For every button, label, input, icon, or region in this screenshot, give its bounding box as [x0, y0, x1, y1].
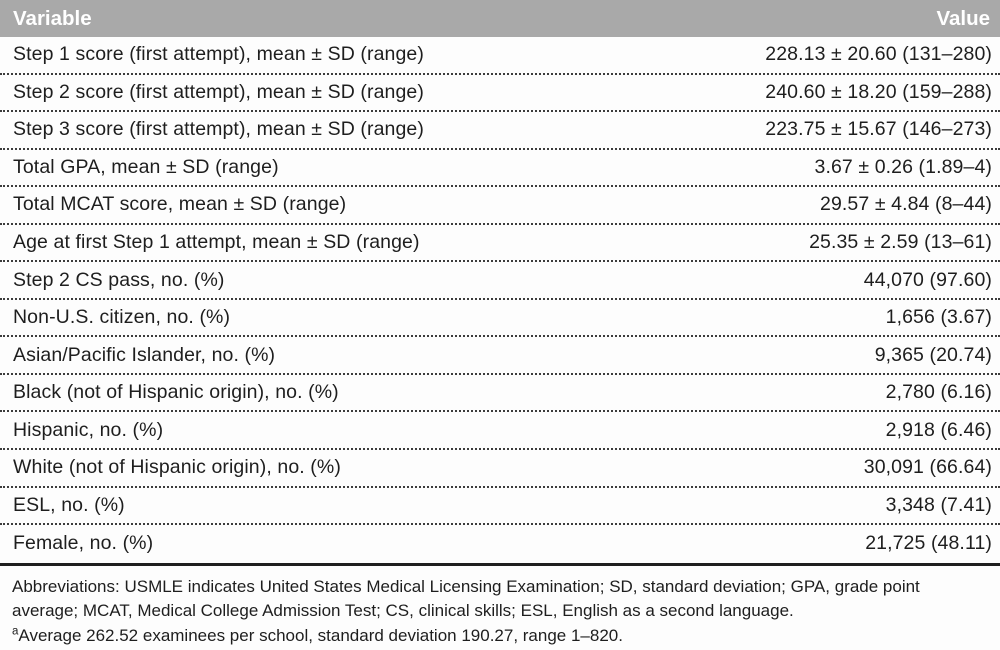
value-cell: 3.67 ± 0.26 (1.89–4) [814, 155, 992, 178]
table-body: Step 1 score (first attempt), mean ± SD … [0, 37, 1000, 566]
value-cell: 223.75 ± 15.67 (146–273) [765, 118, 992, 141]
value-cell: 25.35 ± 2.59 (13–61) [809, 231, 992, 253]
table-header: Variable Value [0, 0, 1000, 37]
value-cell: 228.13 ± 20.60 (131–280) [765, 43, 992, 66]
table-row: Female, no. (%) 21,725 (48.11) [0, 525, 1000, 563]
table-footnotes: Abbreviations: USMLE indicates United St… [0, 566, 1000, 648]
variable-cell: Step 3 score (first attempt), mean ± SD … [13, 118, 424, 141]
variable-cell: ESL, no. (%) [13, 493, 125, 516]
table-row: Age at first Step 1 attempt, mean ± SD (… [0, 225, 1000, 263]
table-row: Total MCAT score, mean ± SD (range) 29.57… [0, 187, 1000, 225]
value-cell: 30,091 (66.64) [863, 456, 992, 479]
footnote-line: aAverage 262.52 examinees per school, st… [12, 624, 986, 648]
table-row: ESL, no. (%) 3,348 (7.41) [0, 488, 1000, 526]
footnote-marker: a [12, 624, 19, 637]
variable-cell: Asian/Pacific Islander, no. (%) [13, 343, 276, 366]
value-cell: 9,365 (20.74) [874, 343, 992, 366]
variable-cell: Female, no. (%) [13, 532, 154, 555]
value-cell: 1,656 (3.67) [885, 306, 992, 329]
variable-cell: Total GPA, mean ± SD (range) [13, 155, 279, 178]
variable-cell: Age at first Step 1 attempt, mean ± SD (… [13, 231, 420, 253]
variable-cell: Black (not of Hispanic origin), no. (%) [13, 381, 339, 404]
column-header-value: Value [936, 6, 990, 30]
value-cell: 2,918 (6.46) [885, 418, 992, 441]
table-row: Black (not of Hispanic origin), no. (%) 2… [0, 375, 1000, 413]
variable-cell: Total MCAT score, mean ± SD (range) [13, 193, 347, 216]
table-row: Asian/Pacific Islander, no. (%) 9,365 (20… [0, 337, 1000, 375]
table-row: White (not of Hispanic origin), no. (%) 3… [0, 450, 1000, 488]
value-cell: 44,070 (97.60) [863, 268, 992, 291]
value-cell: 2,780 (6.16) [885, 381, 992, 404]
variable-cell: Step 1 score (first attempt), mean ± SD … [13, 43, 424, 66]
column-header-variable: Variable [13, 6, 92, 30]
table-row: Hispanic, no. (%) 2,918 (6.46) [0, 412, 1000, 451]
table-row: Total GPA, mean ± SD (range) 3.67 ± 0.26 … [0, 150, 1000, 188]
variable-cell: Non-U.S. citizen, no. (%) [13, 306, 231, 329]
value-cell: 3,348 (7.41) [885, 493, 992, 516]
abbreviations-text: Abbreviations: USMLE indicates United St… [12, 576, 920, 621]
variable-cell: White (not of Hispanic origin), no. (%) [13, 456, 341, 479]
footnote-text: Average 262.52 examinees per school, sta… [18, 625, 623, 645]
table-row: Step 3 score (first attempt), mean ± SD … [0, 112, 1000, 150]
table-row: Step 1 score (first attempt), mean ± SD … [0, 37, 1000, 75]
table-row: Step 2 CS pass, no. (%) 44,070 (97.60) [0, 262, 1000, 300]
variable-cell: Step 2 score (first attempt), mean ± SD … [13, 80, 424, 103]
variable-cell: Step 2 CS pass, no. (%) [13, 268, 225, 291]
table-row: Step 2 score (first attempt), mean ± SD … [0, 75, 1000, 113]
value-cell: 240.60 ± 18.20 (159–288) [765, 80, 992, 103]
variable-cell: Hispanic, no. (%) [13, 418, 164, 441]
value-cell: 21,725 (48.11) [865, 532, 992, 555]
value-cell: 29.57 ± 4.84 (8–44) [820, 193, 992, 216]
table-row: Non-U.S. citizen, no. (%) 1,656 (3.67) [0, 300, 1000, 338]
